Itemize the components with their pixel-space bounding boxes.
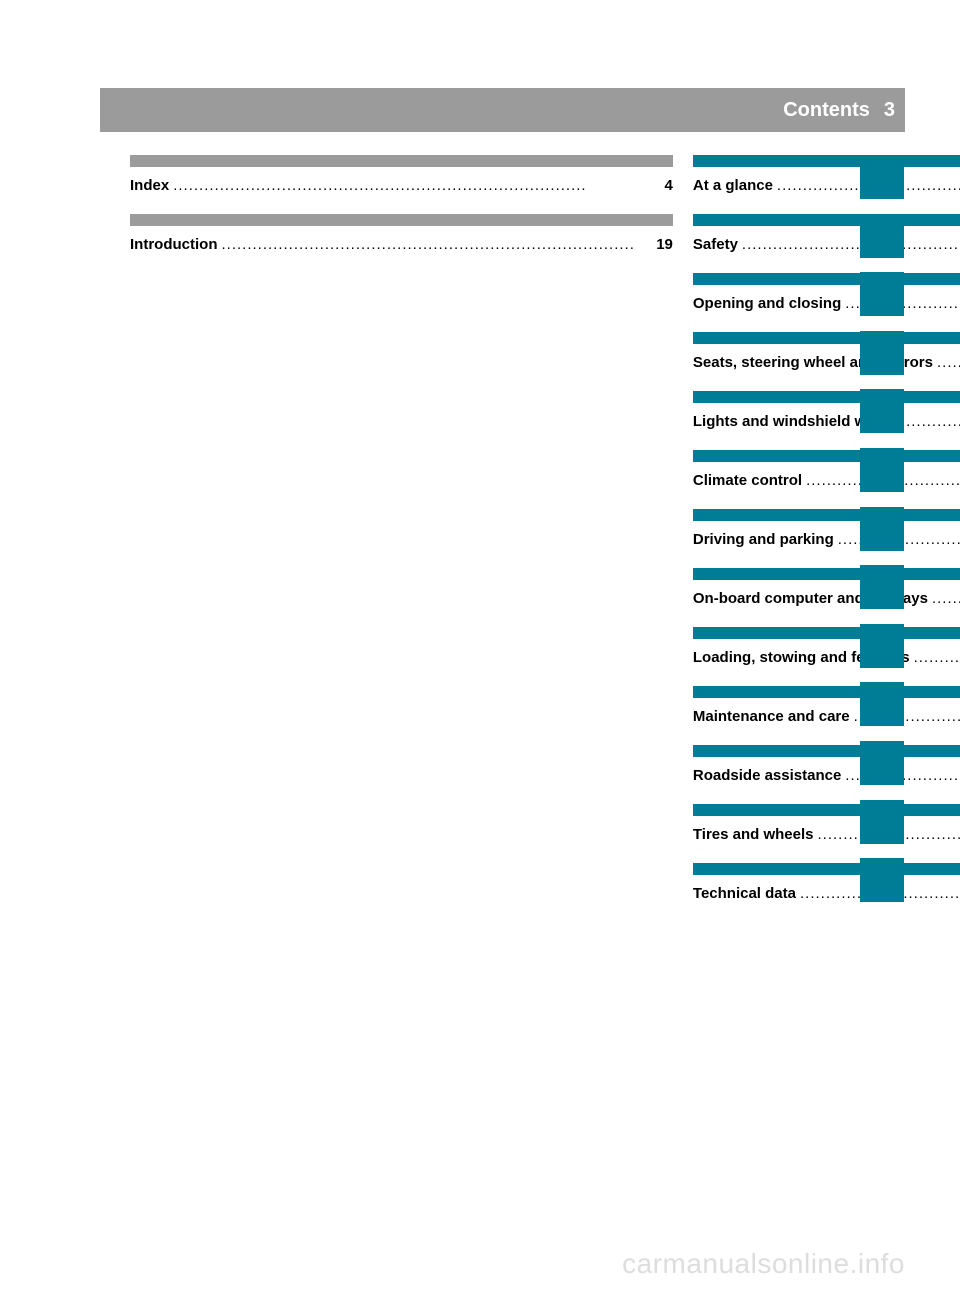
header-title: Contents: [783, 99, 870, 122]
toc-entry: Introduction............................…: [130, 214, 673, 267]
toc-dots: ........................................…: [217, 236, 638, 253]
toc-entry: Lights and windshield wipers............…: [693, 391, 960, 444]
toc-bar: [693, 863, 960, 875]
toc-line: Index...................................…: [130, 167, 673, 208]
section-tab: [860, 565, 904, 609]
toc-entry: On-board computer and displays..........…: [693, 568, 960, 621]
toc-label: Roadside assistance: [693, 767, 841, 784]
toc-entry: Tires and wheels........................…: [693, 804, 960, 857]
toc-line: Maintenance and care....................…: [693, 698, 960, 739]
toc-entry: Safety..................................…: [693, 214, 960, 267]
toc-label: Climate control: [693, 472, 802, 489]
section-tab: [860, 448, 904, 492]
toc-bar: [693, 627, 960, 639]
toc-bar: [693, 391, 960, 403]
toc-dots: ........................................…: [902, 413, 960, 430]
toc-bar: [130, 214, 673, 226]
toc-bar: [693, 745, 960, 757]
toc-bar: [693, 273, 960, 285]
toc-page: 4: [639, 177, 673, 194]
section-tab: [860, 800, 904, 844]
toc-entry: Roadside assistance.....................…: [693, 745, 960, 798]
section-tab: [860, 507, 904, 551]
section-tab: [860, 214, 904, 258]
toc-label: Opening and closing: [693, 295, 841, 312]
toc-line: Opening and closing.....................…: [693, 285, 960, 326]
toc-bar: [693, 155, 960, 167]
toc-dots: ........................................…: [738, 236, 960, 253]
right-column: At a glance.............................…: [693, 155, 960, 922]
toc-line: Roadside assistance.....................…: [693, 757, 960, 798]
toc-line: At a glance.............................…: [693, 167, 960, 208]
left-column: Index...................................…: [130, 155, 673, 922]
tab-column: [860, 155, 904, 917]
toc-entry: Technical data..........................…: [693, 863, 960, 916]
toc-label: Safety: [693, 236, 738, 253]
toc-bar: [693, 686, 960, 698]
toc-dots: ........................................…: [910, 649, 960, 666]
section-tab: [860, 331, 904, 375]
toc-line: Technical data..........................…: [693, 875, 960, 916]
toc-bar: [693, 332, 960, 344]
section-tab: [860, 389, 904, 433]
toc-line: Climate control.........................…: [693, 462, 960, 503]
toc-label: Technical data: [693, 885, 796, 902]
section-tab: [860, 858, 904, 902]
toc-bar: [693, 568, 960, 580]
toc-bar: [693, 509, 960, 521]
toc-entry: Seats, steering wheel and mirrors.......…: [693, 332, 960, 385]
toc-line: Tires and wheels........................…: [693, 816, 960, 857]
toc-dots: ........................................…: [169, 177, 639, 194]
toc-dots: ........................................…: [933, 354, 960, 371]
toc-line: Safety..................................…: [693, 226, 960, 267]
toc-bar: [693, 450, 960, 462]
toc-line: Introduction............................…: [130, 226, 673, 267]
toc-label: Index: [130, 177, 169, 194]
toc-entry: At a glance.............................…: [693, 155, 960, 208]
toc-line: On-board computer and displays..........…: [693, 580, 960, 621]
toc-dots: ........................................…: [928, 590, 960, 607]
toc-entry: Driving and parking.....................…: [693, 509, 960, 562]
header-bar: Contents 3: [100, 88, 905, 132]
toc-line: Driving and parking.....................…: [693, 521, 960, 562]
toc-label: Tires and wheels: [693, 826, 814, 843]
watermark: carmanualsonline.info: [622, 1248, 905, 1280]
section-tab: [860, 272, 904, 316]
toc-label: Driving and parking: [693, 531, 834, 548]
toc-label: At a glance: [693, 177, 773, 194]
header-page-number: 3: [884, 99, 895, 122]
toc-page: 19: [639, 236, 673, 253]
section-tab: [860, 682, 904, 726]
contents-area: Index...................................…: [130, 155, 850, 922]
toc-bar: [693, 214, 960, 226]
toc-line: Loading, stowing and features...........…: [693, 639, 960, 680]
toc-bar: [130, 155, 673, 167]
toc-line: Lights and windshield wipers............…: [693, 403, 960, 444]
section-tab: [860, 624, 904, 668]
toc-entry: Maintenance and care....................…: [693, 686, 960, 739]
toc-line: Seats, steering wheel and mirrors.......…: [693, 344, 960, 385]
toc-entry: Loading, stowing and features...........…: [693, 627, 960, 680]
toc-entry: Index...................................…: [130, 155, 673, 208]
toc-label: Maintenance and care: [693, 708, 850, 725]
toc-label: Introduction: [130, 236, 217, 253]
toc-entry: Climate control.........................…: [693, 450, 960, 503]
section-tab: [860, 155, 904, 199]
toc-bar: [693, 804, 960, 816]
section-tab: [860, 741, 904, 785]
toc-entry: Opening and closing.....................…: [693, 273, 960, 326]
